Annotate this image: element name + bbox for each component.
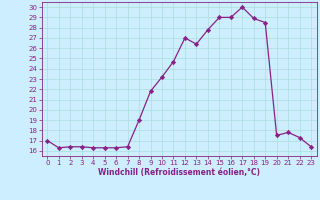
X-axis label: Windchill (Refroidissement éolien,°C): Windchill (Refroidissement éolien,°C) bbox=[98, 168, 260, 177]
